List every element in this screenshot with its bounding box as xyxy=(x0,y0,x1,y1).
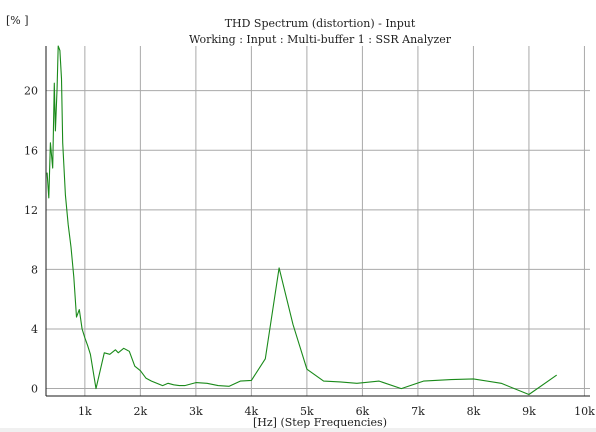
chart-subtitle: Working : Input : Multi-buffer 1 : SSR A… xyxy=(189,33,452,46)
plot-area xyxy=(46,46,590,396)
y-axis-unit-label: [% ] xyxy=(6,14,29,27)
chart-title: THD Spectrum (distortion) - Input xyxy=(225,17,416,30)
x-axis-label: [Hz] (Step Frequencies) xyxy=(253,416,387,428)
y-tick-label: 8 xyxy=(31,263,38,276)
grid-lines xyxy=(46,46,590,396)
x-tick-label: 1k xyxy=(78,405,92,418)
y-tick-label: 16 xyxy=(24,144,38,157)
x-tick-label: 3k xyxy=(189,405,203,418)
x-tick-label: 7k xyxy=(411,405,425,418)
y-tick-labels: 0 4 8 12 16 20 xyxy=(24,85,38,396)
x-tick-label: 10k xyxy=(574,405,595,418)
x-tick-label: 2k xyxy=(134,405,148,418)
series-group xyxy=(46,45,558,396)
y-tick-label: 20 xyxy=(24,85,38,98)
thd-series-line xyxy=(46,45,558,396)
x-tick-label: 5k xyxy=(300,405,314,418)
x-tick-label: 9k xyxy=(522,405,536,418)
x-tick-label: 8k xyxy=(467,405,481,418)
y-tick-label: 0 xyxy=(31,383,38,396)
axes xyxy=(45,46,590,397)
x-tick-label: 4k xyxy=(245,405,259,418)
x-tick-labels: 1k 2k 3k 4k 5k 6k 7k 8k 9k 10k xyxy=(78,405,595,418)
y-tick-label: 4 xyxy=(31,323,38,336)
x-tick-label: 6k xyxy=(356,405,370,418)
y-tick-label: 12 xyxy=(24,204,38,217)
